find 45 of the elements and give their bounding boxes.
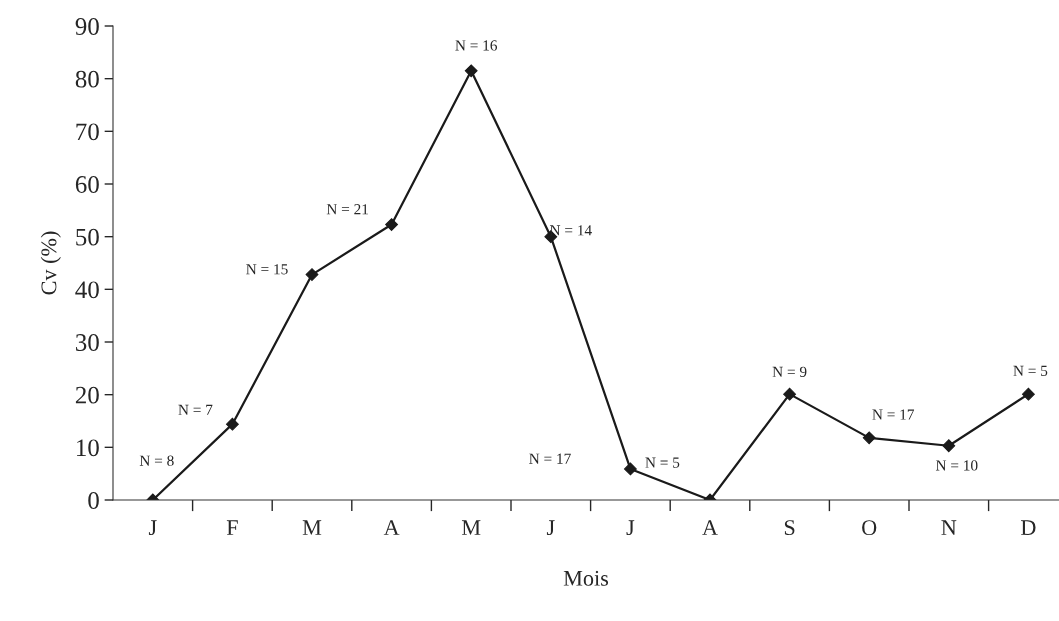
x-tick-label: D <box>1021 520 1036 535</box>
point <box>942 439 956 453</box>
x-tick-label: J <box>546 520 555 536</box>
y-tick-label: 60 <box>75 176 99 193</box>
y-tick-label: 80 <box>75 70 99 88</box>
annotation: N = 8 <box>139 455 174 466</box>
y-tick-label: 0 <box>88 492 99 509</box>
y-tick-label: 20 <box>75 386 99 404</box>
x-tick-label: M <box>461 520 481 535</box>
x-tick-label: J <box>626 520 635 536</box>
annotation: N = 9 <box>772 366 807 377</box>
point <box>385 218 399 231</box>
x-tick-label: A <box>702 520 718 535</box>
y-tick-label: 70 <box>76 123 99 141</box>
y-axis-title: Cv (%) <box>40 231 61 295</box>
x-tick-label: N <box>941 520 957 535</box>
annotation: N = 10 <box>935 460 978 471</box>
y-tick-label: 30 <box>76 334 99 351</box>
x-tick-label: S <box>784 520 795 536</box>
annotation: N = 14 <box>549 225 592 236</box>
point <box>783 387 797 401</box>
annotation: N = 5 <box>1013 365 1048 376</box>
x-tick-label: J <box>148 520 157 536</box>
x-tick-label: F <box>226 520 238 535</box>
x-tick-label: A <box>383 520 400 535</box>
annotation: N = 15 <box>246 264 288 275</box>
annotation: N = 16 <box>455 40 498 51</box>
point <box>464 64 478 78</box>
x-tick-label: M <box>302 520 322 535</box>
point <box>305 268 319 281</box>
annotation: N = 5 <box>645 457 680 468</box>
x-axis-title: Mois <box>563 570 609 586</box>
point <box>623 462 637 476</box>
y-tick-label: 50 <box>76 228 99 246</box>
annotation: N = 7 <box>178 404 213 415</box>
annotation: N = 21 <box>326 204 368 215</box>
point <box>862 431 876 445</box>
x-tick-label: O <box>862 520 877 536</box>
point <box>1021 387 1035 401</box>
y-tick-label: 40 <box>75 281 99 299</box>
annotation: N = 17 <box>872 409 915 420</box>
point <box>225 417 239 431</box>
y-tick-label: 10 <box>77 439 99 457</box>
annotation: N = 17 <box>529 453 571 464</box>
y-tick-label: 90 <box>75 18 99 35</box>
